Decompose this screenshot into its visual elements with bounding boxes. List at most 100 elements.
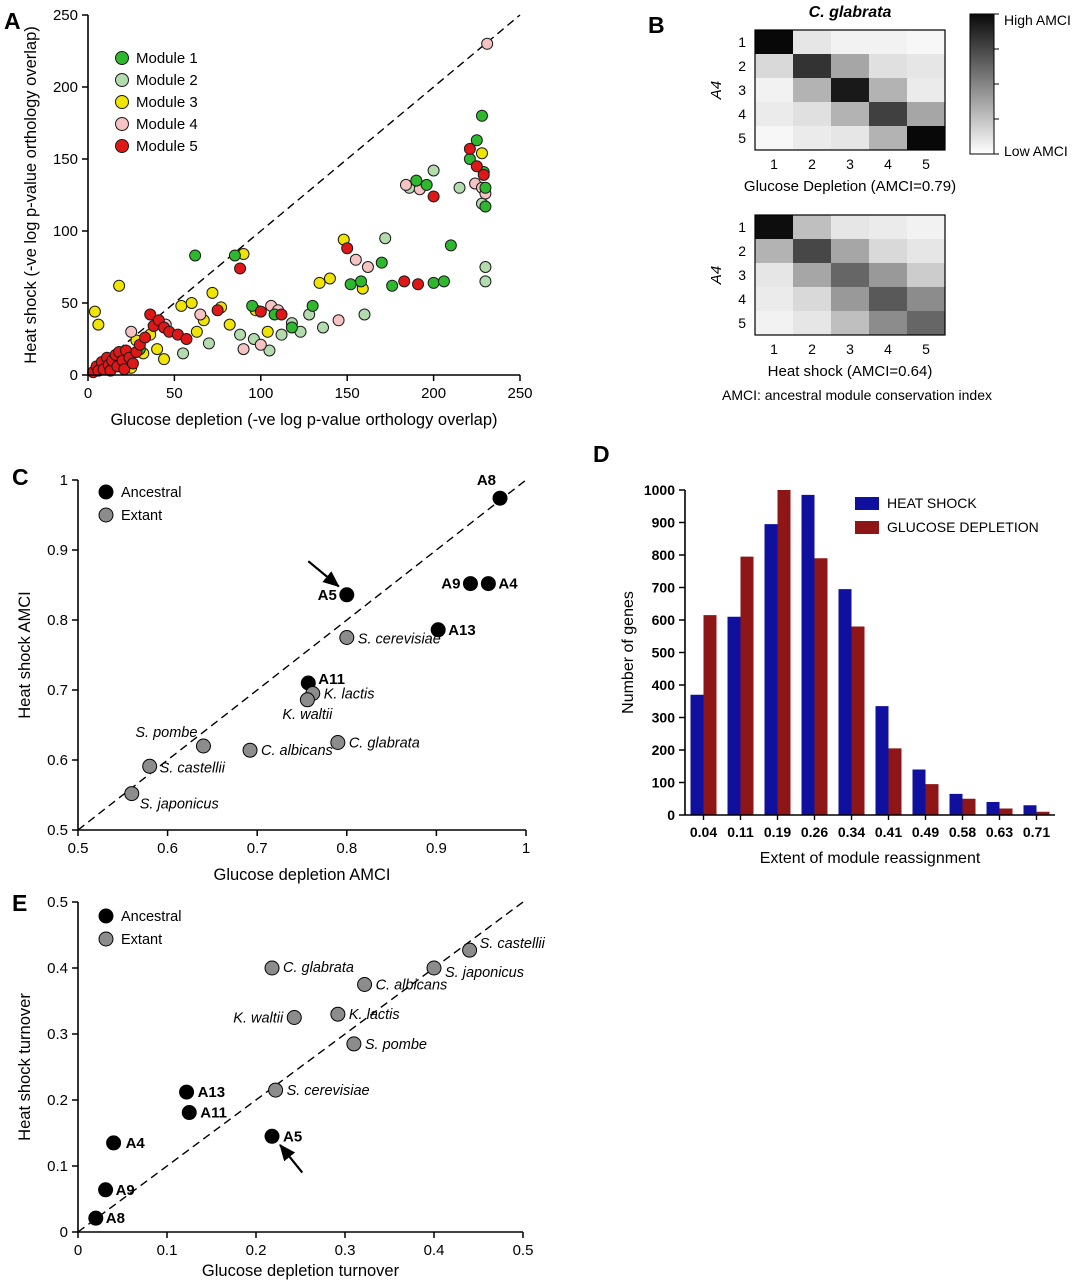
point-label: S. japonicus [140, 797, 219, 813]
colorbar-high-label: High AMCI [1004, 12, 1071, 28]
col-label: 1 [770, 341, 778, 357]
heatmap-cell [755, 239, 793, 263]
module-1-point [427, 276, 440, 289]
module-3-point [151, 343, 164, 356]
heatmap-cell [755, 30, 793, 54]
ancestral-point [430, 622, 446, 638]
module-3-point [261, 325, 274, 338]
module-1-point [246, 299, 259, 312]
module-2-point [379, 232, 392, 245]
y-tick-label: 1 [60, 472, 68, 489]
x-tick-label: 0.9 [426, 840, 447, 857]
module-1-point [470, 134, 483, 147]
x-tick-label: 0.58 [949, 824, 976, 840]
heatmap-caption: Glucose Depletion (AMCI=0.79) [744, 178, 956, 195]
legend-label: Module 1 [136, 50, 198, 67]
x-tick-label: 0.11 [727, 824, 754, 840]
module-1-point [375, 256, 388, 269]
heatmap-cell [793, 54, 831, 78]
module-2-point [427, 164, 440, 177]
module-3-point [190, 325, 203, 338]
bar-heat-shock [986, 802, 1000, 815]
point-label: S. japonicus [445, 965, 524, 981]
x-axis-title: Glucose depletion (-ve log p-value ortho… [110, 411, 497, 429]
legend-label: Module 3 [136, 94, 198, 111]
bar-glucose-depletion [851, 626, 865, 815]
bar-glucose-depletion [814, 558, 828, 815]
x-tick-label: 0.71 [1023, 824, 1050, 840]
extant-point [299, 692, 315, 708]
point-label: A11 [318, 671, 345, 688]
x-tick-label: 0.5 [68, 840, 89, 857]
heatmap-cell [869, 102, 907, 126]
module-1-point [479, 181, 492, 194]
panel-a-orthology-scatter: 0 50 100 150 200 250 0 50 100 150 200 250 Glucose de… [22, 7, 533, 429]
point-label: A5 [318, 587, 337, 604]
x-tick-label: 50 [166, 385, 183, 402]
bar-heat-shock [690, 694, 704, 815]
col-label: 5 [922, 156, 930, 172]
y-tick-label: 1000 [644, 482, 675, 498]
y-tick-label: 300 [652, 710, 676, 726]
module-5-point [477, 168, 490, 181]
heatmap-cell [831, 263, 869, 287]
x-tick-label: 0.63 [986, 824, 1013, 840]
x-tick-label: 0.49 [912, 824, 939, 840]
extant-point [462, 942, 478, 958]
point-label: S. castellii [480, 936, 546, 952]
module-5-point [126, 357, 139, 370]
identity-dashed-line [77, 901, 524, 1233]
y-tick-label: 100 [652, 775, 676, 791]
col-label: 4 [884, 156, 892, 172]
heatmap-cell [907, 126, 945, 150]
module-3-point [175, 299, 188, 312]
row-label: 1 [738, 34, 746, 50]
annotation-arrow [307, 560, 340, 588]
heatmap-cell [907, 311, 945, 335]
module-2-point [479, 261, 492, 273]
module-5-point [211, 304, 224, 317]
legend-label: Ancestral [121, 485, 181, 501]
panel-e-turnover-scatter: A8 A9 A4 A11 A13 A5 S. cerevisiae S. pombe K. la… [16, 894, 546, 1280]
module-4-point [481, 37, 494, 50]
extant-point [330, 735, 346, 750]
panel-d-module-reassignment-bars: 0 100 200 300 400 500 600 700 800 900 1000 0.04 0.11… [620, 482, 1055, 867]
legend-label: GLUCOSE DEPLETION [887, 519, 1039, 535]
x-tick-label: 0.19 [764, 824, 791, 840]
module-4-point [254, 338, 267, 351]
heatmap-cell [869, 311, 907, 335]
module-4-point [237, 343, 250, 356]
heatmap-caption: Heat shock (AMCI=0.64) [768, 363, 933, 380]
y-tick-label: 0.6 [47, 752, 68, 769]
x-tick-label: 100 [248, 385, 273, 402]
ancestral-point [339, 587, 355, 603]
row-label: 4 [738, 291, 746, 307]
y-tick-label: 150 [53, 151, 78, 168]
module-5-point [398, 275, 411, 288]
y-tick-label: 0 [667, 807, 675, 823]
point-label: K. lactis [349, 1007, 400, 1023]
bar-glucose-depletion [740, 556, 754, 815]
x-tick-label: 150 [335, 385, 360, 402]
x-tick-label: 0.6 [157, 840, 178, 857]
bar-heat-shock [838, 589, 852, 815]
x-tick-label: 0.3 [335, 1242, 356, 1259]
legend-swatch [855, 521, 879, 534]
module-1-point [285, 321, 298, 334]
point-label: S. cerevisiae [287, 1083, 370, 1099]
legend-marker [115, 117, 129, 131]
heatmap-cell [869, 263, 907, 287]
y-tick-label: 250 [53, 7, 78, 24]
legend-label: Extant [121, 508, 162, 524]
x-tick-label: 0.26 [801, 824, 828, 840]
bar-glucose-depletion [999, 808, 1013, 815]
y-tick-label: 200 [652, 742, 676, 758]
heatmap-cell [793, 126, 831, 150]
heatmap-cell [869, 239, 907, 263]
module-5-point [254, 305, 267, 318]
module-3-point [223, 318, 236, 331]
module-1-point [444, 239, 457, 252]
bar-heat-shock [949, 793, 963, 815]
y-tick-label: 0.4 [47, 960, 68, 977]
